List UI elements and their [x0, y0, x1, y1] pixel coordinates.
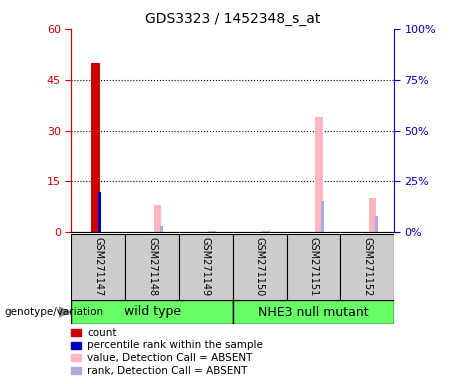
Bar — [321, 201, 324, 232]
Bar — [375, 216, 378, 232]
Bar — [287, 234, 340, 300]
Bar — [369, 199, 376, 232]
Bar — [315, 117, 323, 232]
Text: rank, Detection Call = ABSENT: rank, Detection Call = ABSENT — [87, 366, 247, 376]
Bar — [267, 231, 270, 232]
Bar — [98, 192, 101, 232]
Bar — [261, 231, 269, 232]
Bar — [71, 234, 125, 300]
Text: GSM271148: GSM271148 — [147, 237, 157, 296]
Title: GDS3323 / 1452348_s_at: GDS3323 / 1452348_s_at — [145, 12, 320, 26]
Bar — [91, 63, 100, 232]
Bar — [160, 226, 163, 232]
Bar — [179, 234, 233, 300]
Text: wild type: wild type — [124, 306, 181, 318]
Polygon shape — [59, 307, 71, 317]
Bar — [71, 300, 233, 324]
Text: GSM271150: GSM271150 — [254, 237, 265, 296]
Text: genotype/variation: genotype/variation — [5, 307, 104, 317]
Text: value, Detection Call = ABSENT: value, Detection Call = ABSENT — [87, 353, 252, 363]
Bar — [154, 205, 161, 232]
Bar — [207, 231, 215, 232]
Text: count: count — [87, 328, 117, 338]
Bar — [233, 300, 394, 324]
Bar — [214, 231, 216, 232]
Text: GSM271147: GSM271147 — [93, 237, 103, 296]
Text: NHE3 null mutant: NHE3 null mutant — [258, 306, 369, 318]
Text: GSM271151: GSM271151 — [308, 237, 319, 296]
Text: GSM271152: GSM271152 — [362, 237, 372, 296]
Bar — [340, 234, 394, 300]
Bar — [233, 234, 287, 300]
Text: GSM271149: GSM271149 — [201, 237, 211, 296]
Bar — [125, 234, 179, 300]
Text: percentile rank within the sample: percentile rank within the sample — [87, 340, 263, 350]
